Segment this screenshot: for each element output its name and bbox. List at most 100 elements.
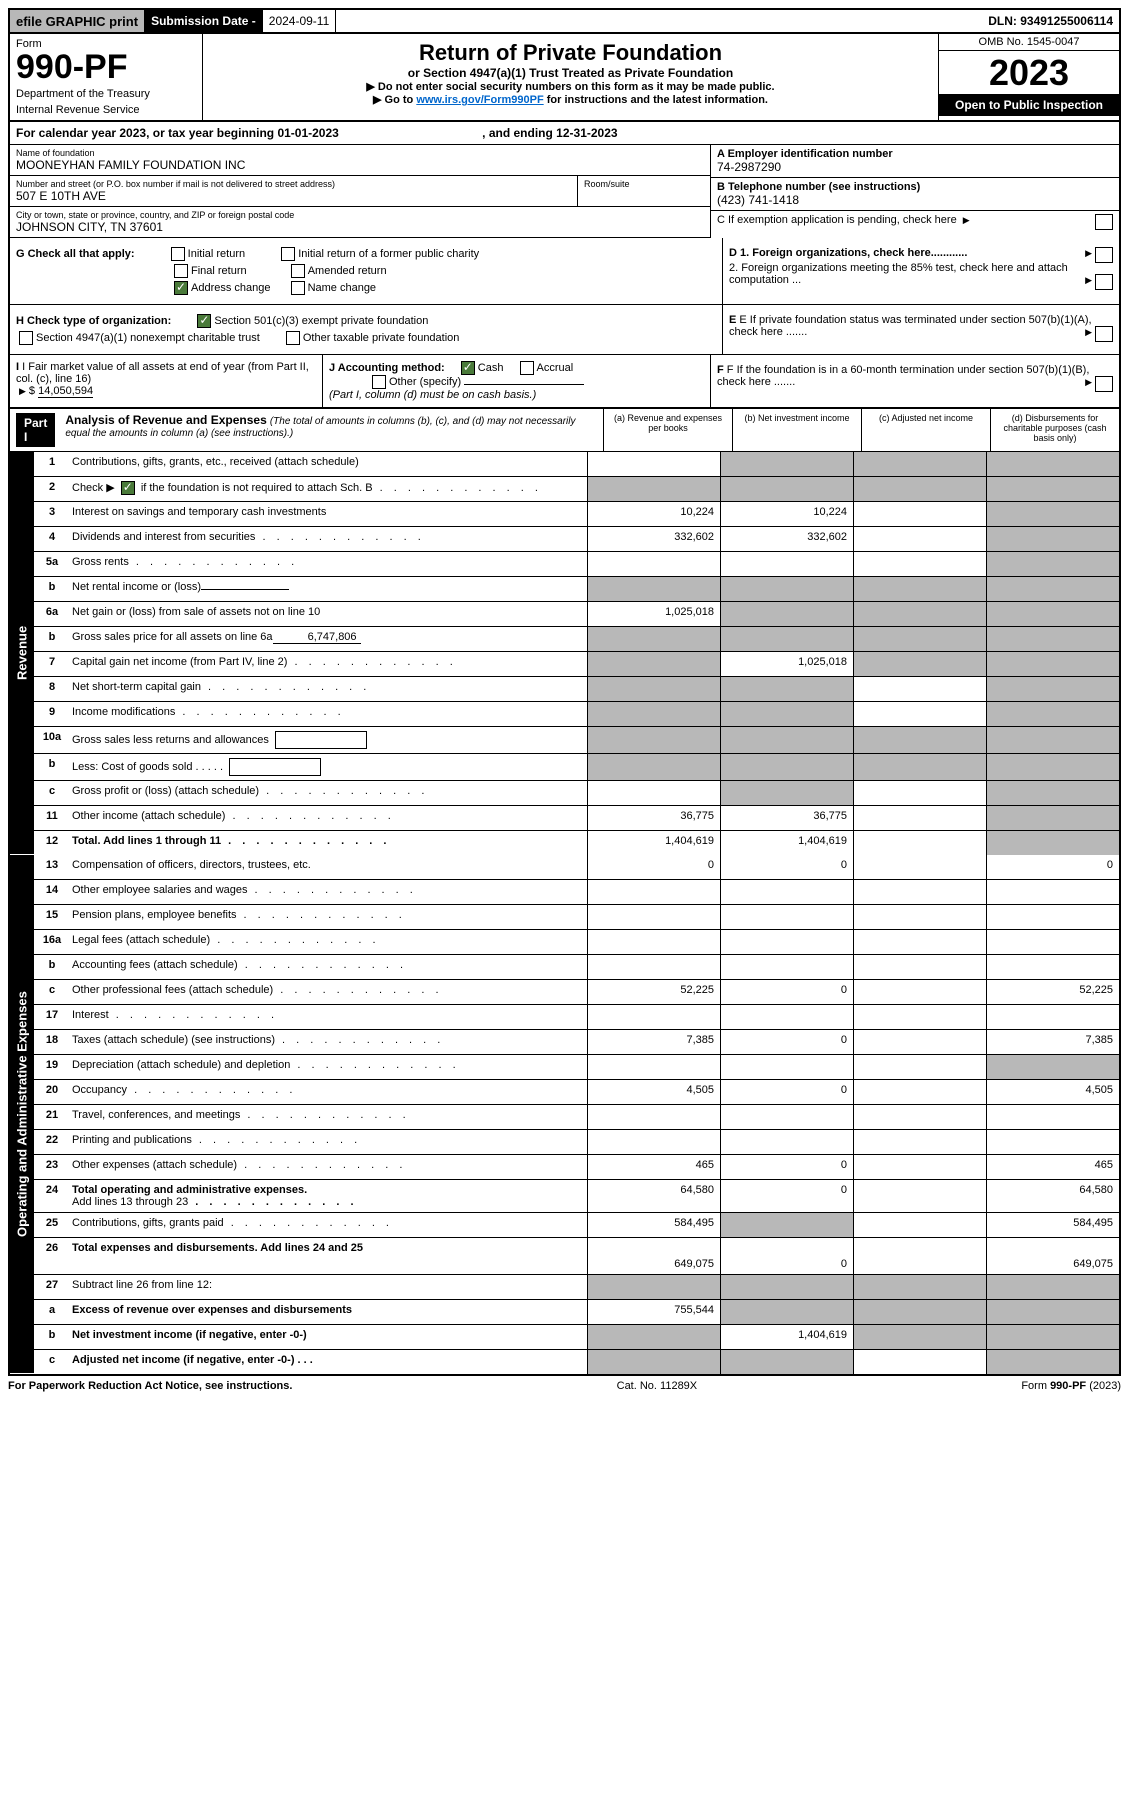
address-cell: Number and street (or P.O. box number if… — [10, 176, 578, 207]
table-row: bGross sales price for all assets on lin… — [34, 627, 1119, 652]
top-bar: efile GRAPHIC print Submission Date - 20… — [8, 8, 1121, 34]
instr-2: ▶ Go to www.irs.gov/Form990PF for instru… — [209, 93, 932, 106]
table-row: bNet rental income or (loss) — [34, 577, 1119, 602]
table-row: cAdjusted net income (if negative, enter… — [34, 1350, 1119, 1374]
city-state-zip: JOHNSON CITY, TN 37601 — [16, 220, 704, 234]
d1-row: D 1. Foreign organizations, check here..… — [729, 247, 1113, 259]
table-row: 16aLegal fees (attach schedule) — [34, 930, 1119, 955]
checkbox-c[interactable] — [1095, 214, 1113, 230]
expenses-section: Operating and Administrative Expenses 13… — [10, 855, 1119, 1374]
phone: (423) 741-1418 — [717, 193, 1113, 207]
header-center: Return of Private Foundation or Section … — [203, 34, 938, 120]
foundation-name: MOONEYHAN FAMILY FOUNDATION INC — [16, 158, 704, 172]
part1-title: Analysis of Revenue and Expenses — [65, 413, 266, 427]
checkbox-final-return[interactable] — [174, 264, 188, 278]
arrow-icon — [960, 214, 973, 226]
table-row: 17Interest — [34, 1005, 1119, 1030]
table-row: bNet investment income (if negative, ent… — [34, 1325, 1119, 1350]
header-right: OMB No. 1545-0047 2023 Open to Public In… — [938, 34, 1119, 120]
checkbox-d2[interactable] — [1095, 274, 1113, 290]
part1-header-row: Part I Analysis of Revenue and Expenses … — [8, 409, 1121, 452]
checkbox-other-taxable[interactable] — [286, 331, 300, 345]
calendar-year-row: For calendar year 2023, or tax year begi… — [8, 122, 1121, 145]
table-row: 25Contributions, gifts, grants paid584,4… — [34, 1213, 1119, 1238]
fmv-value: 14,050,594 — [38, 385, 93, 398]
table-row: 3Interest on savings and temporary cash … — [34, 502, 1119, 527]
table-row: 21Travel, conferences, and meetings — [34, 1105, 1119, 1130]
revenue-side-label: Revenue — [10, 452, 34, 855]
table-row: 8Net short-term capital gain — [34, 677, 1119, 702]
table-row: 18Taxes (attach schedule) (see instructi… — [34, 1030, 1119, 1055]
table-row: 6aNet gain or (loss) from sale of assets… — [34, 602, 1119, 627]
table-row: 4Dividends and interest from securities3… — [34, 527, 1119, 552]
table-row: 9Income modifications — [34, 702, 1119, 727]
table-row: 2Check ▶ if the foundation is not requir… — [34, 477, 1119, 502]
i-cell: I I Fair market value of all assets at e… — [10, 355, 323, 407]
checkbox-cash[interactable] — [461, 361, 475, 375]
open-inspection: Open to Public Inspection — [939, 94, 1119, 116]
phone-cell: B Telephone number (see instructions) (4… — [711, 178, 1119, 211]
g-row: G Check all that apply: Initial return I… — [16, 247, 716, 261]
col-b-header: (b) Net investment income — [732, 409, 861, 451]
checkbox-4947[interactable] — [19, 331, 33, 345]
submission-label: Submission Date - — [145, 10, 263, 32]
dept-irs: Internal Revenue Service — [16, 104, 196, 116]
table-row: 14Other employee salaries and wages — [34, 880, 1119, 905]
checkbox-sch-b[interactable] — [121, 481, 135, 495]
instr-1: ▶ Do not enter social security numbers o… — [209, 80, 932, 93]
checkbox-f[interactable] — [1095, 376, 1113, 392]
table-row: bAccounting fees (attach schedule) — [34, 955, 1119, 980]
paperwork-notice: For Paperwork Reduction Act Notice, see … — [8, 1380, 292, 1392]
checkbox-e[interactable] — [1095, 326, 1113, 342]
expenses-side-label: Operating and Administrative Expenses — [10, 855, 34, 1374]
d2-row: 2. Foreign organizations meeting the 85%… — [729, 262, 1113, 286]
table-row: 20Occupancy4,50504,505 — [34, 1080, 1119, 1105]
efile-label: efile GRAPHIC print — [10, 10, 145, 32]
checkbox-address-change[interactable] — [174, 281, 188, 295]
checkbox-other-method[interactable] — [372, 375, 386, 389]
table-row: cOther professional fees (attach schedul… — [34, 980, 1119, 1005]
form-header: Form 990-PF Department of the Treasury I… — [8, 34, 1121, 122]
arrow-icon — [1082, 247, 1095, 259]
col-a-header: (a) Revenue and expenses per books — [603, 409, 732, 451]
table-row: cGross profit or (loss) (attach schedule… — [34, 781, 1119, 806]
dept-treasury: Department of the Treasury — [16, 88, 196, 100]
table-row: 23Other expenses (attach schedule)465046… — [34, 1155, 1119, 1180]
arrow-icon — [1082, 376, 1095, 388]
table-row: 10aGross sales less returns and allowanc… — [34, 727, 1119, 754]
checkbox-initial-return[interactable] — [171, 247, 185, 261]
checkbox-d1[interactable] — [1095, 247, 1113, 263]
table-row: bLess: Cost of goods sold . . . . . — [34, 754, 1119, 781]
table-row: 11Other income (attach schedule)36,77536… — [34, 806, 1119, 831]
table-row: 5aGross rents — [34, 552, 1119, 577]
checkbox-amended-return[interactable] — [291, 264, 305, 278]
instructions-link[interactable]: www.irs.gov/Form990PF — [416, 94, 543, 106]
form-subtitle: or Section 4947(a)(1) Trust Treated as P… — [209, 66, 932, 80]
form-ref: Form 990-PF (2023) — [1021, 1380, 1121, 1392]
arrow-icon — [16, 385, 29, 397]
dln: DLN: 93491255006114 — [982, 10, 1119, 32]
checkbox-name-change[interactable] — [291, 281, 305, 295]
table-row: 22Printing and publications — [34, 1130, 1119, 1155]
f-row: F F If the foundation is in a 60-month t… — [717, 364, 1113, 388]
part1-label: Part I — [16, 413, 55, 447]
checkbox-501c3[interactable] — [197, 314, 211, 328]
catalog-number: Cat. No. 11289X — [292, 1380, 1021, 1392]
check-section-h: H Check type of organization: Section 50… — [8, 305, 1121, 355]
e-row: E E If private foundation status was ter… — [729, 314, 1113, 338]
checkbox-accrual[interactable] — [520, 361, 534, 375]
check-section-ij: I I Fair market value of all assets at e… — [8, 355, 1121, 409]
revenue-section: Revenue 1Contributions, gifts, grants, e… — [10, 452, 1119, 855]
ein: 74-2987290 — [717, 160, 1113, 174]
table-row: 15Pension plans, employee benefits — [34, 905, 1119, 930]
arrow-icon — [1082, 326, 1095, 338]
table-row: 1Contributions, gifts, grants, etc., rec… — [34, 452, 1119, 477]
tax-year: 2023 — [939, 51, 1119, 94]
checkbox-initial-former[interactable] — [281, 247, 295, 261]
table-row: aExcess of revenue over expenses and dis… — [34, 1300, 1119, 1325]
check-section-g: G Check all that apply: Initial return I… — [8, 238, 1121, 305]
table-row: 13Compensation of officers, directors, t… — [34, 855, 1119, 880]
foundation-name-cell: Name of foundation MOONEYHAN FAMILY FOUN… — [10, 145, 710, 176]
street-address: 507 E 10TH AVE — [16, 189, 571, 203]
table-row: 7Capital gain net income (from Part IV, … — [34, 652, 1119, 677]
